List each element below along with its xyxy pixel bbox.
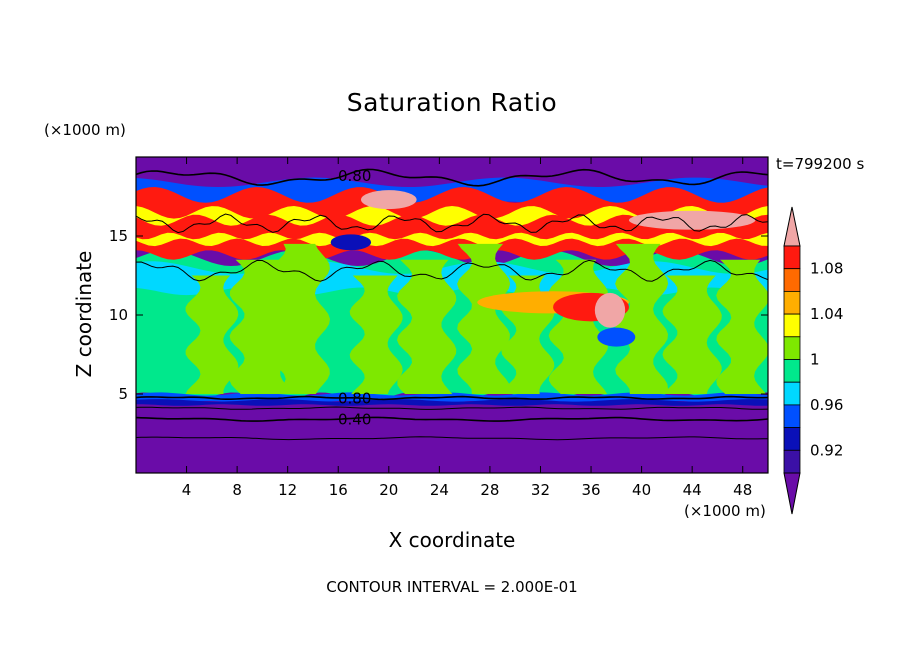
field-patch-pink <box>594 292 626 328</box>
colorbar-label-1: 0.92 <box>810 441 843 459</box>
y-tick-label-15: 15 <box>109 227 128 245</box>
y-axis-ticks: 5 10 15 <box>109 227 768 403</box>
colorbar-label-2: 0.96 <box>810 396 843 414</box>
x-tick-label-20: 20 <box>379 481 398 499</box>
x-tick-label-24: 24 <box>430 481 449 499</box>
contour-labels: 0.80 0.80 0.40 <box>338 167 371 428</box>
y-axis-unit: (×1000 m) <box>44 121 126 139</box>
contour-0-60-lower <box>136 406 768 410</box>
contour-0-80-lower <box>136 395 768 401</box>
x-tick-label-16: 16 <box>329 481 348 499</box>
contour-interval-note: CONTOUR INTERVAL = 2.000E-01 <box>326 578 578 596</box>
x-tick-label-36: 36 <box>581 481 600 499</box>
field-band-darkblue-lower <box>136 399 768 406</box>
contour-0-40-lower <box>136 416 768 422</box>
colorbar: 0.92 0.96 1 1.04 1.08 <box>783 206 843 515</box>
colorbar-swatch-6 <box>783 359 801 383</box>
field-plume-4 <box>349 275 403 394</box>
colorbar-swatch-10 <box>783 449 801 474</box>
colorbar-swatch-8 <box>783 404 801 428</box>
contour-label-1: 0.80 <box>338 167 371 185</box>
colorbar-swatch-2 <box>783 268 801 292</box>
x-tick-label-12: 12 <box>278 481 297 499</box>
field-plume-11 <box>716 259 768 394</box>
x-tick-label-28: 28 <box>480 481 499 499</box>
contour-1-00-upper <box>136 213 768 234</box>
field-patch-blue-mid <box>330 234 372 251</box>
x-tick-label-44: 44 <box>683 481 702 499</box>
field-band-red <box>136 214 768 240</box>
colorbar-swatch-4 <box>783 313 801 338</box>
field-plume-5 <box>397 259 457 394</box>
x-axis-label: X coordinate <box>388 528 516 552</box>
colorbar-top-triangle <box>783 206 801 247</box>
field-plume-3 <box>270 243 330 394</box>
colorbar-label-4: 1.04 <box>810 305 843 323</box>
field-patch-pink-upper <box>360 190 417 210</box>
field-plume-6 <box>457 243 511 394</box>
contour-lines <box>136 168 768 441</box>
x-tick-label-4: 4 <box>182 481 192 499</box>
colorbar-swatch-7 <box>783 381 801 406</box>
contour-0-80-upper <box>136 168 768 187</box>
x-tick-label-32: 32 <box>531 481 550 499</box>
colorbar-swatch-3 <box>783 290 801 315</box>
saturation-field <box>136 157 768 473</box>
y-tick-label-10: 10 <box>109 306 128 324</box>
colorbar-label-3: 1 <box>810 351 820 369</box>
y-tick-label-5: 5 <box>118 385 128 403</box>
x-tick-label-40: 40 <box>632 481 651 499</box>
x-axis-unit: (×1000 m) <box>684 502 766 520</box>
x-tick-label-8: 8 <box>232 481 242 499</box>
contour-label-2: 0.80 <box>338 390 371 408</box>
colorbar-label-5: 1.08 <box>810 260 843 278</box>
colorbar-bottom-triangle <box>783 472 801 515</box>
time-label: t=799200 s <box>776 155 865 173</box>
contour-0-20-lower <box>136 436 768 441</box>
chart-title: Saturation Ratio <box>346 88 558 117</box>
colorbar-swatch-5 <box>783 336 801 360</box>
contour-label-3: 0.40 <box>338 410 371 428</box>
x-axis-ticks: 4 8 12 16 20 24 28 32 36 40 44 48 <box>182 157 752 499</box>
field-patch-blue-right <box>597 327 636 347</box>
colorbar-swatch-1 <box>783 245 801 270</box>
x-tick-label-48: 48 <box>733 481 752 499</box>
field-plume-10 <box>662 275 722 394</box>
field-plume-1 <box>185 275 239 394</box>
field-plume-9 <box>615 243 669 394</box>
contour-1-00-mid <box>136 259 768 282</box>
colorbar-swatch-9 <box>783 427 801 451</box>
field-patch-pink-right <box>628 210 756 230</box>
